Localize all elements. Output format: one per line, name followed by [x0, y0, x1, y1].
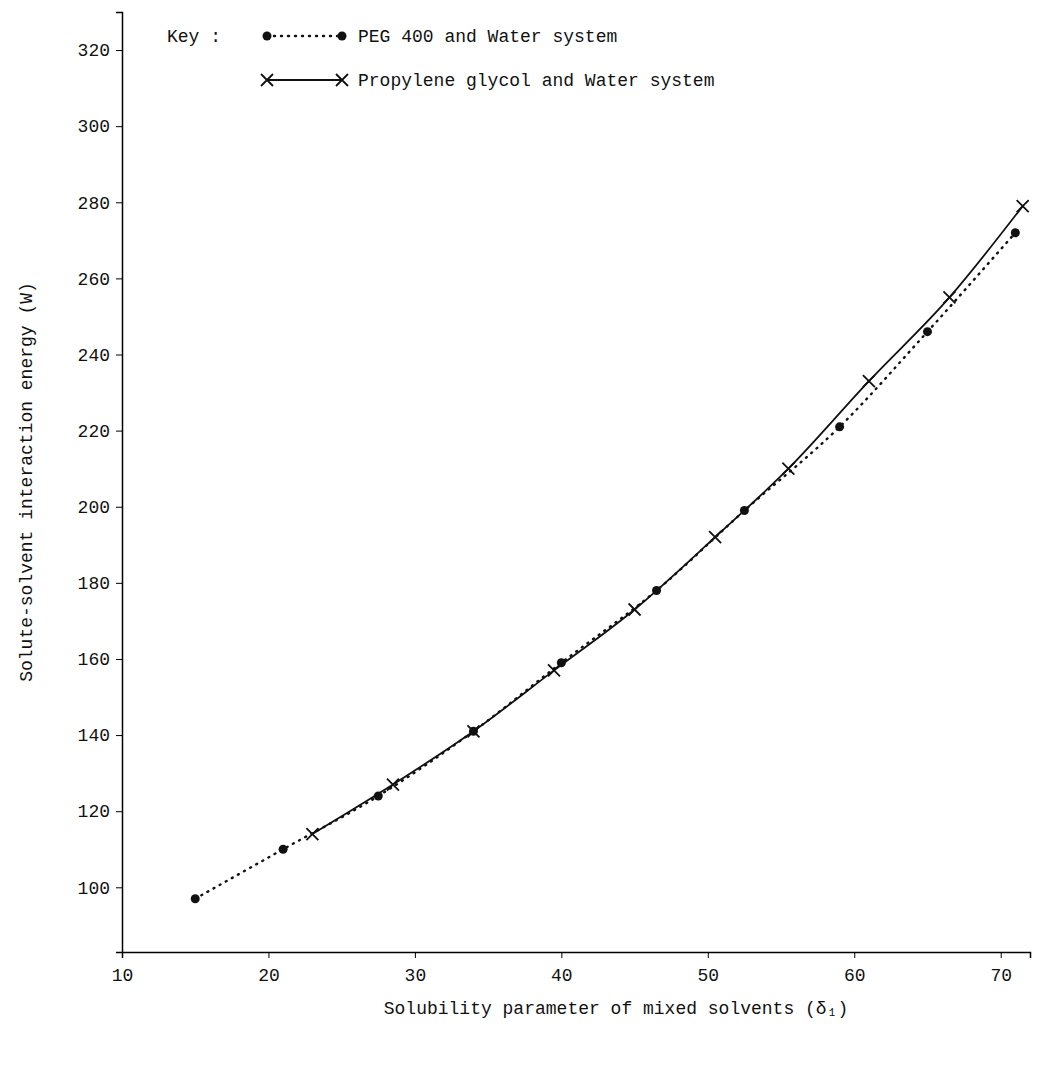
marker [1011, 228, 1020, 237]
x-tick: 10 [112, 952, 134, 986]
y-tick-mark [116, 507, 122, 508]
x-tick-label: 50 [698, 966, 720, 986]
y-tick-mark [116, 126, 122, 127]
legend-label: Propylene glycol and Water system [358, 71, 714, 91]
y-tick-mark [116, 278, 122, 279]
marker [191, 894, 200, 903]
y-axis-title: Solute-solvent interaction energy (W) [17, 282, 37, 682]
x-tick: 30 [405, 952, 427, 986]
chart: 10 20 30 40 50 60 70 100 120 140 160 180 200 220 240 26… [0, 0, 1060, 1065]
plot-area [191, 200, 1029, 903]
y-tick: 120 [78, 802, 122, 822]
y-tick: 200 [78, 498, 122, 518]
legend-title: Key : [167, 27, 221, 47]
y-tick: 140 [78, 726, 122, 746]
y-tick-mark [116, 50, 122, 51]
legend-label: PEG 400 and Water system [358, 27, 617, 47]
legend-marker [336, 74, 348, 86]
y-tick: 260 [78, 270, 122, 290]
x-axis-line [123, 953, 1031, 959]
y-tick-label: 300 [78, 117, 110, 137]
y-tick-label: 280 [78, 194, 110, 214]
legend-marker [263, 32, 272, 41]
x-tick: 20 [258, 952, 280, 986]
x-tick-label: 30 [405, 966, 427, 986]
x-tick: 50 [698, 952, 720, 986]
x-tick-mark [268, 952, 269, 958]
x-axis-title: Solubility parameter of mixed solvents (… [384, 999, 848, 1019]
marker [629, 603, 641, 615]
y-tick-mark [116, 202, 122, 203]
y-tick: 300 [78, 117, 122, 137]
y-tick: 100 [78, 879, 122, 899]
legend-swatch [261, 74, 348, 86]
y-tick-mark [116, 735, 122, 736]
x-tick-label: 10 [112, 966, 134, 986]
x-tick-label: 70 [990, 966, 1012, 986]
legend-swatch [263, 32, 347, 41]
x-tick-label: 60 [844, 966, 866, 986]
y-tick: 220 [78, 422, 122, 442]
marker [548, 664, 560, 676]
marker [387, 779, 399, 791]
x-tick-mark [854, 952, 855, 958]
y-axis-line [116, 13, 123, 953]
x-tick-mark [415, 952, 416, 958]
y-tick-label: 240 [78, 346, 110, 366]
legend-line [267, 35, 342, 37]
y-tick: 240 [78, 346, 122, 366]
marker [306, 828, 318, 840]
marker [923, 327, 932, 336]
marker [709, 531, 721, 543]
x-tick-mark [1001, 952, 1002, 958]
x-tick-mark [561, 952, 562, 958]
y-tick: 160 [78, 650, 122, 670]
y-tick: 280 [78, 194, 122, 214]
y-tick-mark [116, 431, 122, 432]
marker [467, 725, 479, 737]
marker [279, 845, 288, 854]
legend-line [267, 79, 342, 81]
y-tick-label: 140 [78, 726, 110, 746]
y-tick-label: 160 [78, 650, 110, 670]
y-tick-mark [116, 887, 122, 888]
x-axis: 10 20 30 40 50 60 70 [112, 952, 1031, 986]
x-tick: 40 [551, 952, 573, 986]
series-line [312, 206, 1022, 834]
y-tick-mark [116, 811, 122, 812]
y-tick-mark [116, 583, 122, 584]
legend: Key : PEG 400 and Water system Propylene g… [167, 27, 714, 91]
y-tick-mark [116, 355, 122, 356]
y-tick-label: 120 [78, 802, 110, 822]
y-tick-label: 200 [78, 498, 110, 518]
y-tick-mark [116, 659, 122, 660]
legend-marker [338, 32, 347, 41]
y-tick-label: 100 [78, 879, 110, 899]
marker [782, 463, 794, 475]
marker [1017, 200, 1029, 212]
marker [943, 291, 955, 303]
x-tick: 60 [844, 952, 866, 986]
y-tick: 320 [78, 41, 122, 61]
y-tick-label: 320 [78, 41, 110, 61]
x-tick-label: 20 [258, 966, 280, 986]
y-tick-label: 180 [78, 574, 110, 594]
y-axis: 100 120 140 160 180 200 220 240 260 280 300 320 [78, 13, 123, 953]
x-tick: 70 [990, 952, 1012, 986]
y-tick-label: 220 [78, 422, 110, 442]
series-line [195, 233, 1015, 899]
marker [835, 422, 844, 431]
legend-marker [261, 74, 273, 86]
x-tick-label: 40 [551, 966, 573, 986]
y-tick: 180 [78, 574, 122, 594]
marker [863, 375, 875, 387]
x-tick-mark [708, 952, 709, 958]
y-tick-label: 260 [78, 270, 110, 290]
